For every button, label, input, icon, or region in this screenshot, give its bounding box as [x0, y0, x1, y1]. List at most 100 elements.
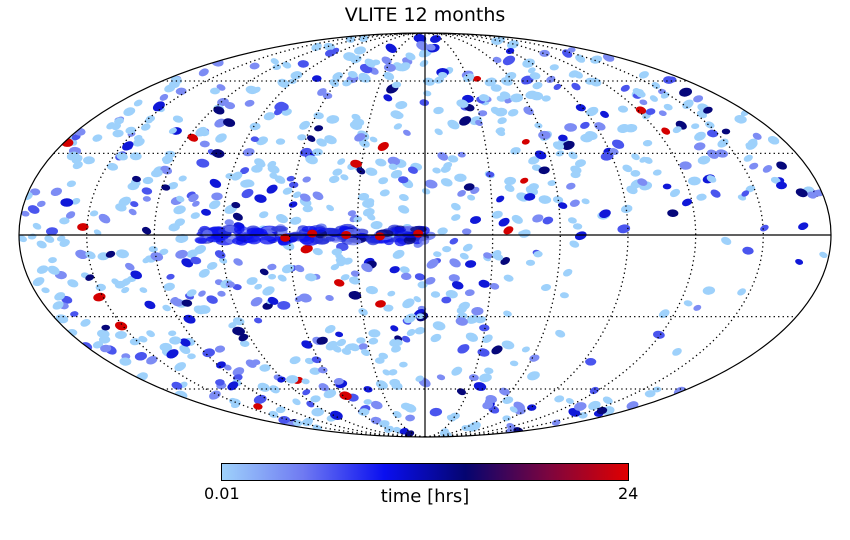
exposure-point [241, 188, 254, 199]
exposure-point [588, 400, 601, 411]
exposure-point [75, 249, 88, 260]
exposure-point [159, 248, 169, 256]
exposure-point [465, 332, 478, 342]
exposure-point [419, 99, 430, 106]
exposure-point [309, 367, 321, 375]
exposure-point [617, 224, 631, 234]
exposure-point [527, 371, 540, 381]
exposure-point [436, 374, 446, 381]
exposure-point [454, 173, 467, 182]
exposure-point [503, 310, 512, 317]
exposure-point [332, 168, 343, 176]
band-point [391, 226, 406, 233]
exposure-point [59, 217, 70, 225]
exposure-point [311, 42, 322, 52]
exposure-point [425, 277, 436, 285]
exposure-point [250, 136, 259, 143]
exposure-point [328, 175, 340, 184]
exposure-point [617, 105, 629, 113]
exposure-point [340, 174, 349, 181]
exposure-point [721, 128, 731, 135]
exposure-point [538, 195, 552, 204]
exposure-point [522, 58, 535, 68]
exposure-point [71, 198, 81, 205]
exposure-point [482, 401, 494, 410]
exposure-point [383, 304, 394, 312]
exposure-point [365, 285, 378, 295]
exposure-point [301, 378, 310, 385]
exposure-point [705, 121, 715, 129]
exposure-point [645, 108, 656, 115]
exposure-point [479, 324, 490, 332]
exposure-point [281, 264, 295, 274]
exposure-point [565, 398, 574, 404]
exposure-point [658, 110, 667, 116]
exposure-point [760, 224, 769, 232]
exposure-point [492, 56, 502, 63]
exposure-point [92, 341, 104, 349]
exposure-point [176, 195, 185, 203]
exposure-point [679, 87, 693, 97]
exposure-point [199, 140, 210, 148]
exposure-point [702, 286, 716, 295]
band-point [246, 227, 264, 236]
exposure-point [231, 201, 241, 209]
exposure-point [318, 366, 328, 374]
exposure-point [652, 386, 662, 393]
exposure-point [429, 35, 442, 43]
exposure-point [478, 279, 490, 288]
band-point [205, 236, 224, 243]
exposure-point [459, 252, 469, 260]
exposure-point [256, 136, 269, 146]
exposure-point [392, 339, 403, 347]
exposure-point [195, 126, 208, 137]
exposure-point [198, 68, 209, 77]
exposure-point [496, 195, 505, 203]
exposure-point [324, 135, 337, 145]
exposure-point [116, 249, 129, 259]
exposure-point [567, 217, 577, 224]
exposure-point [443, 162, 453, 169]
exposure-point [352, 118, 365, 127]
exposure-point [164, 150, 176, 158]
exposure-point [259, 364, 271, 372]
exposure-point [215, 379, 225, 386]
exposure-point [552, 196, 564, 204]
exposure-point [464, 289, 475, 297]
exposure-point [128, 208, 137, 216]
exposure-point [129, 338, 141, 346]
exposure-point [70, 311, 79, 317]
exposure-point [413, 34, 427, 43]
exposure-point [391, 381, 403, 390]
exposure-point [462, 228, 472, 235]
exposure-point [415, 375, 424, 382]
exposure-point [277, 376, 286, 383]
exposure-point [745, 185, 756, 193]
exposure-point [115, 330, 127, 340]
exposure-point [21, 210, 30, 217]
exposure-point [173, 205, 186, 215]
exposure-point [312, 191, 324, 201]
band-point [234, 224, 245, 234]
exposure-point [169, 336, 182, 345]
exposure-point [348, 290, 362, 300]
exposure-point [571, 82, 581, 91]
exposure-point [350, 159, 362, 168]
band-hotspot [413, 229, 424, 238]
exposure-point [92, 134, 103, 142]
exposure-point [485, 171, 495, 178]
exposure-point [223, 364, 232, 371]
exposure-point [240, 167, 250, 175]
exposure-point [521, 139, 530, 145]
exposure-point [502, 396, 514, 405]
exposure-point [555, 329, 566, 338]
exposure-point [129, 152, 142, 161]
exposure-point [539, 49, 550, 57]
exposure-point [252, 359, 261, 366]
exposure-point [371, 400, 383, 410]
exposure-point [348, 343, 360, 352]
exposure-point [80, 319, 91, 327]
exposure-point [523, 106, 534, 115]
exposure-point [518, 231, 527, 238]
exposure-point [181, 258, 194, 268]
